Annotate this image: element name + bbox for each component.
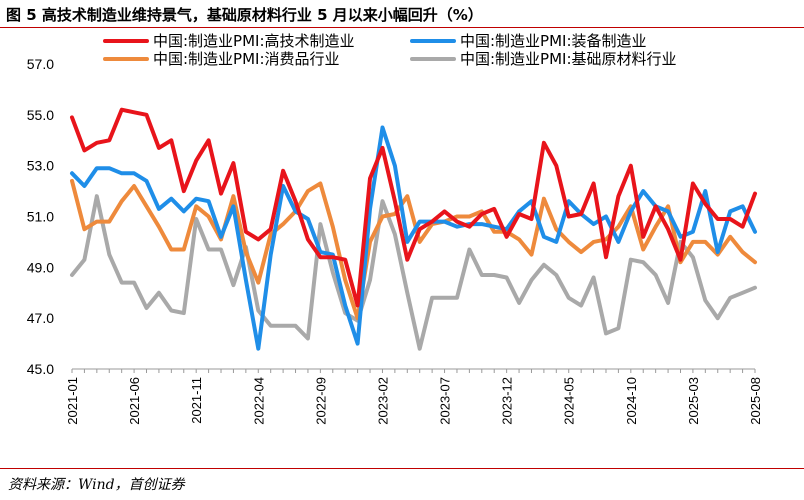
series-line-consumer: [70, 178, 757, 321]
series-layer: [70, 107, 757, 351]
x-tick-label: 2024-05: [562, 377, 577, 425]
x-tick-label: 2025-03: [686, 377, 701, 425]
series-line-equipment: [70, 125, 757, 351]
y-tick-label: 47.0: [27, 310, 54, 326]
series-line-raw-material: [70, 194, 757, 351]
y-tick-label: 45.0: [27, 361, 54, 377]
y-axis: 45.0 47.0 49.0 51.0 53.0 55.0 57.0: [27, 56, 54, 377]
x-tick-label: 2025-08: [748, 377, 763, 425]
x-tick-label: 2023-12: [500, 377, 515, 425]
x-tick-label: 2022-09: [313, 377, 328, 425]
y-tick-label: 51.0: [27, 209, 54, 225]
x-tick-label: 2021-11: [189, 377, 204, 424]
x-tick-label: 2021-01: [65, 377, 80, 425]
source-note: 资料来源：Wind，首创证券: [8, 477, 185, 493]
legend: 中国:制造业PMI:高技术制造业 中国:制造业PMI:装备制造业中国:制造业PMI…: [103, 32, 677, 68]
y-tick-label: 53.0: [27, 158, 54, 174]
legend-label-consumer: 中国:制造业PMI:消费品行业: [153, 50, 340, 68]
legend-label-high-tech: 中国:制造业PMI:高技术制造业: [153, 32, 355, 50]
x-tick-label: 2023-07: [438, 377, 453, 425]
y-tick-label: 49.0: [27, 259, 54, 275]
figure-title: 图 5 高技术制造业维持景气，基础原材料行业 5 月以来小幅回升（%）: [6, 6, 483, 24]
x-tick-label: 2023-02: [375, 377, 390, 425]
series-line-high-tech: [70, 107, 757, 308]
source-divider: [0, 468, 804, 469]
x-axis: 2021-01 2021-06 2021-11 2022-04 2022-09 2023-…: [65, 368, 763, 425]
y-tick-label: 57.0: [27, 56, 54, 72]
legend-label-equipment: 中国:制造业PMI:装备制造业: [460, 32, 647, 50]
y-tick-label: 55.0: [27, 107, 54, 123]
x-tick-label: 2021-06: [127, 377, 142, 425]
title-divider: [0, 27, 804, 28]
x-tick-label: 2024-10: [624, 377, 639, 425]
legend-label-raw-material: 中国:制造业PMI:基础原材料行业: [460, 50, 677, 68]
x-tick-label: 2022-04: [251, 377, 266, 425]
line-chart: 中国:制造业PMI:高技术制造业 中国:制造业PMI:装备制造业中国:制造业PMI…: [27, 32, 763, 425]
